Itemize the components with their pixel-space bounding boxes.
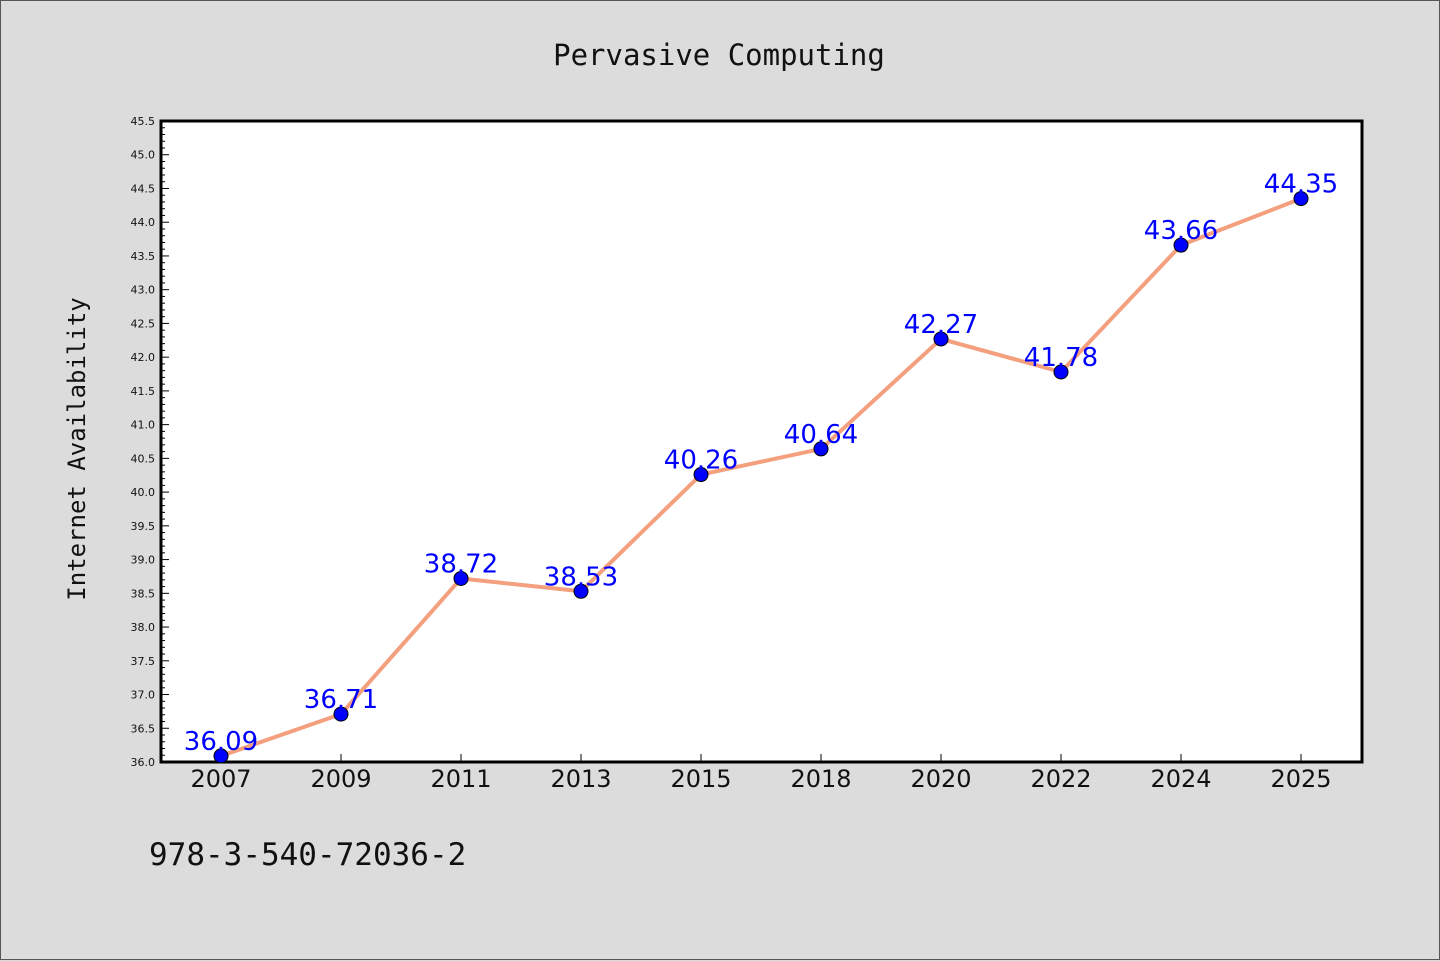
x-tick-label: 2022 <box>1030 765 1091 793</box>
data-point-marker <box>1173 237 1189 253</box>
x-tick-label: 2025 <box>1270 765 1331 793</box>
data-point-marker <box>813 441 829 457</box>
y-tick-label: 38.0 <box>131 621 156 634</box>
x-tick-label: 2020 <box>910 765 971 793</box>
y-tick-label: 45.5 <box>131 115 156 128</box>
data-point-marker <box>1053 364 1069 380</box>
y-tick-label: 39.0 <box>131 554 156 567</box>
data-label: 40.26 <box>664 446 738 476</box>
data-label: 41.78 <box>1024 343 1098 373</box>
y-tick-label: 36.0 <box>131 756 156 769</box>
series-group: 36.09 36.71 38.72 38.53 40.26 40.64 42.27 41.78… <box>184 170 1338 764</box>
data-label: 44.35 <box>1264 170 1338 200</box>
series-line <box>219 196 1303 758</box>
x-tick-label: 2024 <box>1150 765 1211 793</box>
data-label: 42.27 <box>904 310 978 340</box>
y-tick-label: 41.0 <box>131 419 156 432</box>
data-point-marker <box>213 748 229 764</box>
x-tick-label: 2015 <box>670 765 731 793</box>
data-point-marker <box>573 583 589 599</box>
y-tick-label: 40.0 <box>131 486 156 499</box>
y-tick-label: 43.5 <box>131 250 156 263</box>
x-tick-label: 2018 <box>790 765 851 793</box>
x-tick-label: 2013 <box>550 765 611 793</box>
x-tick-label: 2007 <box>190 765 251 793</box>
plot-area <box>159 119 1364 764</box>
data-label: 40.64 <box>784 420 858 450</box>
y-tick-label: 44.5 <box>131 182 156 195</box>
footer-code: 978-3-540-72036-2 <box>149 837 466 873</box>
x-tick-label: 2009 <box>310 765 371 793</box>
data-label: 36.71 <box>304 685 378 715</box>
x-tick-label: 2011 <box>430 765 491 793</box>
y-tick-label: 42.5 <box>131 317 156 330</box>
y-axis: 36.0 36.5 37.0 37.5 38.0 38.5 39.0 39.5 40.0 40.5… <box>131 115 169 769</box>
data-label: 38.53 <box>544 562 618 592</box>
y-tick-label: 36.5 <box>131 722 156 735</box>
data-point-marker <box>933 331 949 347</box>
chart-title: Pervasive Computing <box>553 38 885 72</box>
data-label: 38.72 <box>424 549 498 579</box>
y-tick-label: 40.5 <box>131 452 156 465</box>
y-tick-label: 42.0 <box>131 351 156 364</box>
y-tick-label: 39.5 <box>131 520 156 533</box>
data-point-marker <box>693 467 709 483</box>
data-label: 36.09 <box>184 727 258 757</box>
x-axis: 2007 2009 2011 2013 2015 2018 2020 2022 2024 2025 <box>190 754 1332 793</box>
y-axis-label: Internet Availability <box>63 297 91 600</box>
data-point-marker <box>1293 191 1309 207</box>
y-tick-label: 45.0 <box>131 149 156 162</box>
y-tick-label: 37.5 <box>131 655 156 668</box>
y-tick-label: 38.5 <box>131 587 156 600</box>
data-label: 43.66 <box>1144 216 1218 246</box>
y-tick-label: 43.0 <box>131 284 156 297</box>
y-tick-label: 44.0 <box>131 216 156 229</box>
y-tick-label: 37.0 <box>131 689 156 702</box>
y-tick-label: 41.5 <box>131 385 156 398</box>
data-point-marker <box>333 706 349 722</box>
data-point-marker <box>453 570 469 586</box>
